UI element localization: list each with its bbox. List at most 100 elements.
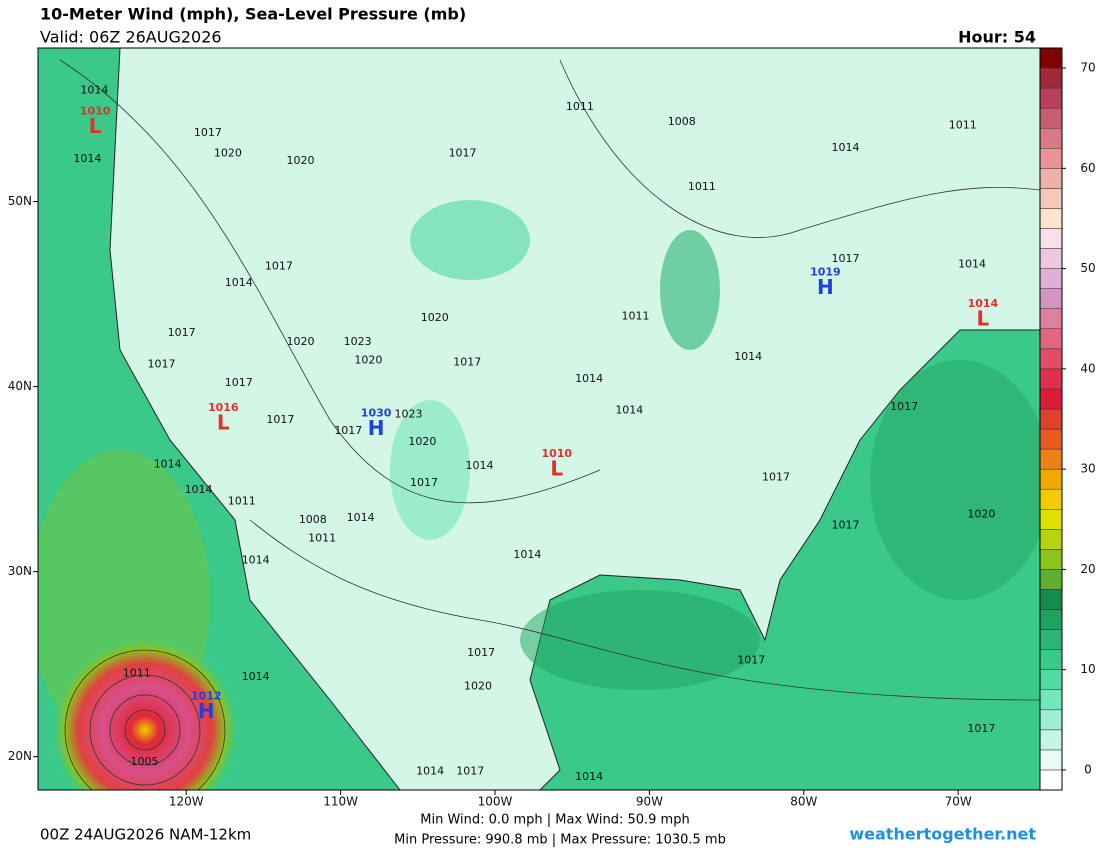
pressure-center: L <box>550 457 563 481</box>
pressure-center: L <box>977 307 990 331</box>
colorbar-tick-label: 50 <box>1080 261 1095 275</box>
isobar-label: 1011 <box>228 494 256 507</box>
isobar-label: 1017 <box>762 470 790 483</box>
isobar-label: 1014 <box>73 152 101 165</box>
colorbar-cell <box>1039 629 1063 650</box>
pressure-center-value: 1030 <box>361 406 392 419</box>
map-area: 1014 1017 1020 1014 1020 1017 1011 1008 1011 1011… <box>38 48 1040 790</box>
model-run: 00Z 24AUG2026 NAM-12km <box>40 826 251 844</box>
colorbar-tick-label: 30 <box>1080 462 1095 476</box>
colorbar-cell <box>1039 609 1063 630</box>
isobar-label: 1020 <box>214 146 242 159</box>
colorbar-cell <box>1039 408 1063 430</box>
isobar-label: 1023 <box>344 335 372 348</box>
isobar-label: 1005 <box>131 755 159 768</box>
pressure-center: L <box>89 114 102 138</box>
colorbar-cell <box>1039 749 1063 771</box>
colorbar-cell <box>1039 488 1063 510</box>
x-tick-label: 70W <box>945 795 972 809</box>
pressure-center-value: 1012 <box>191 689 222 702</box>
isobar-label: 1017 <box>967 722 995 735</box>
isobar-label: 1014 <box>347 511 375 524</box>
isobar-label: 1008 <box>668 115 696 128</box>
colorbar-tick-label: 40 <box>1080 361 1095 375</box>
isobar-label: 1014 <box>831 141 859 154</box>
y-tick-label: 50N <box>8 194 32 208</box>
colorbar-cell <box>1039 248 1063 269</box>
colorbar-cell <box>1039 127 1063 149</box>
hurricane-winds <box>50 635 240 790</box>
isobar-label: 1017 <box>449 146 477 159</box>
isobar-label: 1014 <box>225 276 253 289</box>
pressure-range: Min Pressure: 990.8 mb | Max Pressure: 1… <box>394 833 726 848</box>
colorbar-cell <box>1039 148 1063 169</box>
x-tick-label: 100W <box>478 795 513 809</box>
x-tick-label: 110W <box>323 795 358 809</box>
site-link[interactable]: weathertogether.net <box>849 825 1036 844</box>
isobar-label: 1017 <box>456 764 484 777</box>
isobar-label: 1017 <box>194 126 222 139</box>
isobar-label: 1020 <box>464 679 492 692</box>
isobar-label: 1020 <box>421 311 449 324</box>
colorbar-cell <box>1039 208 1063 229</box>
colorbar-cell <box>1039 689 1063 711</box>
wind-area <box>410 200 530 280</box>
colorbar-cell <box>1039 308 1063 330</box>
colorbar-tick-label: 10 <box>1080 662 1095 676</box>
title: 10-Meter Wind (mph), Sea-Level Pressure … <box>40 5 466 24</box>
isobar-label: 1014 <box>958 257 986 270</box>
isobar-label: 1014 <box>416 764 444 777</box>
isobar-label: 1017 <box>266 413 294 426</box>
isobar-label: 1017 <box>831 252 859 265</box>
wind-area <box>870 360 1040 600</box>
colorbar-cell <box>1039 107 1063 129</box>
isobar-label: 1023 <box>395 407 423 420</box>
colorbar-cell <box>1039 549 1063 570</box>
pressure-center: L <box>217 410 230 434</box>
isobar-label: 1011 <box>949 119 977 132</box>
y-tick-label: 20N <box>8 749 32 763</box>
isobar-label: 1017 <box>225 376 253 389</box>
isobar-label: 1017 <box>831 518 859 531</box>
colorbar-cell <box>1039 268 1063 289</box>
colorbar-cell <box>1039 388 1063 410</box>
colorbar-cell <box>1039 569 1063 590</box>
x-tick-label: 90W <box>636 795 663 809</box>
isobar-label: 1020 <box>286 154 314 167</box>
isobar-label: 1017 <box>148 357 176 370</box>
isobar-label: 1014 <box>615 404 643 417</box>
colorbar-cell <box>1039 168 1063 189</box>
isobar-label: 1020 <box>354 354 382 367</box>
pressure-center: H <box>198 699 215 723</box>
isobar-label: 1011 <box>123 666 151 679</box>
isobar-label: 1014 <box>575 770 603 783</box>
wind-range: Min Wind: 0.0 mph | Max Wind: 50.9 mph <box>420 813 689 828</box>
isobar-label: 1014 <box>513 548 541 561</box>
forecast-hour: Hour: 54 <box>958 28 1036 47</box>
colorbar-cell <box>1039 529 1063 550</box>
isobar-label: 1014 <box>734 350 762 363</box>
isobar-label: 1014 <box>80 84 108 97</box>
isobar-label: 1011 <box>566 100 594 113</box>
colorbar-cell <box>1039 368 1063 390</box>
colorbar-cell <box>1039 448 1063 470</box>
colorbar-cell <box>1039 87 1063 109</box>
isobar-label: 1011 <box>621 309 649 322</box>
isobar-label: 1008 <box>299 513 327 526</box>
isobar-label: 1017 <box>467 646 495 659</box>
isobar-label: 1017 <box>265 259 293 272</box>
colorbar-tick-label: 60 <box>1080 161 1095 175</box>
isobar-label: 1011 <box>308 531 336 544</box>
isobar-label: 1014 <box>242 670 270 683</box>
isobar-label: 1014 <box>242 554 270 567</box>
colorbar-tick-label: 0 <box>1084 762 1092 776</box>
colorbar-cell <box>1039 669 1063 690</box>
x-tick-label: 80W <box>790 795 817 809</box>
colorbar-cell <box>1039 188 1063 209</box>
pressure-center-value: 1010 <box>541 447 572 460</box>
isobar-label: 1017 <box>168 326 196 339</box>
colorbar-cell <box>1039 47 1063 69</box>
wind-area <box>390 400 470 540</box>
isobar-label: 1020 <box>286 335 314 348</box>
x-tick-label: 120W <box>169 795 204 809</box>
